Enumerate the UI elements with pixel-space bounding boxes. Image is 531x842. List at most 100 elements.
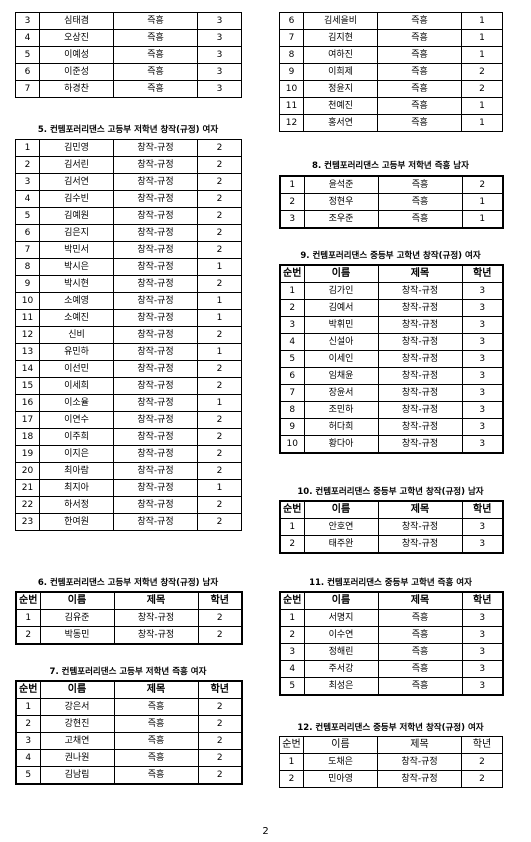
- header-title: 제목: [377, 500, 463, 519]
- cell-grade: 1: [197, 343, 242, 361]
- cell-no: 14: [15, 360, 40, 378]
- cell-title: 창작-규정: [113, 513, 198, 531]
- cell-no: 1: [15, 139, 40, 157]
- cell-title: 창작-규정: [377, 299, 463, 317]
- table-row: 11 소예진 창작-규정 1: [15, 309, 242, 327]
- cell-title: 창작-규정: [377, 333, 463, 351]
- cell-title: 창작-규정: [113, 173, 198, 191]
- header-no: 순번: [279, 264, 305, 283]
- cell-no: 5: [15, 46, 40, 64]
- table-row: 23 한여원 창작-규정 2: [15, 513, 242, 531]
- section-9-table: 순번 이름 제목 학년 1 김가인 창작-규정 3 2 김예서 창작-규정 3 3 박휘민 창작-규정 3 4 신…: [279, 264, 504, 454]
- table-row: 20 최아람 창작-규정 2: [15, 462, 242, 480]
- cell-title: 창작-규정: [377, 316, 463, 334]
- table-row: 5 김예원 창작-규정 2: [15, 207, 242, 225]
- cell-no: 23: [15, 513, 40, 531]
- cell-grade: 3: [461, 299, 504, 317]
- cell-title: 즉흥: [113, 29, 198, 47]
- cell-no: 11: [15, 309, 40, 327]
- cell-title: 즉흥: [377, 660, 463, 678]
- section-6-table: 순번 이름 제목 학년 1 김유준 창작-규정 2 2 박동민 창작-규정 2: [15, 591, 243, 645]
- section-5-table: 1 김민영 창작-규정 2 2 김서린 창작-규정 2 3 김서연 창작-규정 2 4 김수빈 창작-규정 2…: [15, 139, 242, 531]
- cell-grade: 2: [197, 411, 242, 429]
- cell-title: 즉흥: [377, 626, 463, 644]
- cell-no: 5: [15, 207, 40, 225]
- cell-title: 창작-규정: [113, 626, 199, 645]
- cell-name: 민아영: [303, 770, 378, 788]
- cell-grade: 3: [197, 29, 242, 47]
- cell-title: 창작-규정: [113, 479, 198, 497]
- table-row: 6 김은지 창작-규정 2: [15, 224, 242, 242]
- cell-name: 이지은: [39, 445, 114, 463]
- cell-no: 1: [15, 609, 41, 627]
- cell-grade: 3: [461, 350, 504, 368]
- cell-grade: 3: [461, 626, 504, 644]
- cell-grade: 3: [461, 660, 504, 678]
- cell-grade: 3: [461, 677, 504, 696]
- cell-title: 창작-규정: [113, 207, 198, 225]
- cell-title: 창작-규정: [113, 139, 198, 157]
- cell-name: 김예서: [303, 299, 379, 317]
- cell-no: 1: [279, 282, 305, 300]
- cell-no: 9: [279, 418, 305, 436]
- cell-no: 22: [15, 496, 40, 514]
- header-name: 이름: [39, 680, 115, 699]
- cell-no: 5: [15, 766, 41, 785]
- cell-grade: 2: [197, 609, 243, 627]
- cell-no: 9: [15, 275, 40, 293]
- table-row: 7 박민서 창작-규정 2: [15, 241, 242, 259]
- cell-no: 5: [279, 677, 305, 696]
- entries-table: 순번 이름 제목 학년 1 안호연 창작-규정 3 2 태주완 창작-규정 3: [279, 500, 504, 554]
- cell-grade: 1: [197, 309, 242, 327]
- cell-no: 10: [279, 80, 304, 98]
- section-8-table: 1 윤석준 즉흥 2 2 정현우 즉흥 1 3 조우준 즉흥 1: [279, 175, 504, 229]
- table-row: 4 오상진 즉흥 3: [15, 29, 242, 47]
- table-row: 2 강현진 즉흥 2: [15, 715, 243, 733]
- cell-name: 이준성: [39, 63, 114, 81]
- cell-no: 2: [15, 626, 41, 645]
- cell-grade: 3: [461, 418, 504, 436]
- header-no: 순번: [279, 591, 305, 610]
- table-row: 3 김서연 창작-규정 2: [15, 173, 242, 191]
- table-row: 17 이연수 창작-규정 2: [15, 411, 242, 429]
- table-row: 10 황다아 창작-규정 3: [279, 435, 504, 454]
- cell-name: 이예성: [39, 46, 114, 64]
- cell-title: 창작-규정: [113, 445, 198, 463]
- cell-no: 16: [15, 394, 40, 412]
- cell-no: 13: [15, 343, 40, 361]
- cell-name: 유민하: [39, 343, 114, 361]
- cell-no: 10: [15, 292, 40, 310]
- cell-title: 즉흥: [113, 80, 198, 98]
- cell-title: 창작-규정: [377, 282, 463, 300]
- cell-grade: 2: [197, 698, 243, 716]
- cell-grade: 3: [461, 609, 504, 627]
- cell-name: 김민영: [39, 139, 114, 157]
- cell-name: 김예원: [39, 207, 114, 225]
- header-row: 순번 이름 제목 학년: [279, 500, 504, 519]
- cell-grade: 3: [461, 367, 504, 385]
- cell-grade: 3: [197, 46, 242, 64]
- cell-title: 창작-규정: [377, 367, 463, 385]
- table-row: 2 박동민 창작-규정 2: [15, 626, 243, 645]
- table-row: 1 강은서 즉흥 2: [15, 698, 243, 716]
- table-row: 3 고채연 즉흥 2: [15, 732, 243, 750]
- cell-name: 이연수: [39, 411, 114, 429]
- cell-name: 김남림: [39, 766, 115, 785]
- cell-name: 도채은: [303, 753, 378, 771]
- table-row: 1 서명지 즉흥 3: [279, 609, 504, 627]
- cell-title: 즉흥: [377, 175, 463, 194]
- cell-no: 2: [279, 535, 305, 554]
- cell-grade: 2: [197, 513, 242, 531]
- header-no: 순번: [15, 591, 41, 610]
- cell-title: 즉흥: [377, 12, 462, 30]
- table-row: 8 박시은 창작-규정 1: [15, 258, 242, 276]
- cell-name: 오상진: [39, 29, 114, 47]
- cell-no: 3: [279, 643, 305, 661]
- cell-name: 홍서연: [303, 114, 378, 132]
- cell-title: 즉흥: [377, 63, 462, 81]
- header-grade: 학년: [461, 736, 503, 754]
- header-title: 제목: [377, 736, 462, 754]
- cell-no: 2: [15, 715, 41, 733]
- cell-grade: 3: [461, 518, 504, 536]
- section-10-title: 10. 컨템포러리댄스 중등부 고학년 창작(규정) 남자: [297, 487, 484, 497]
